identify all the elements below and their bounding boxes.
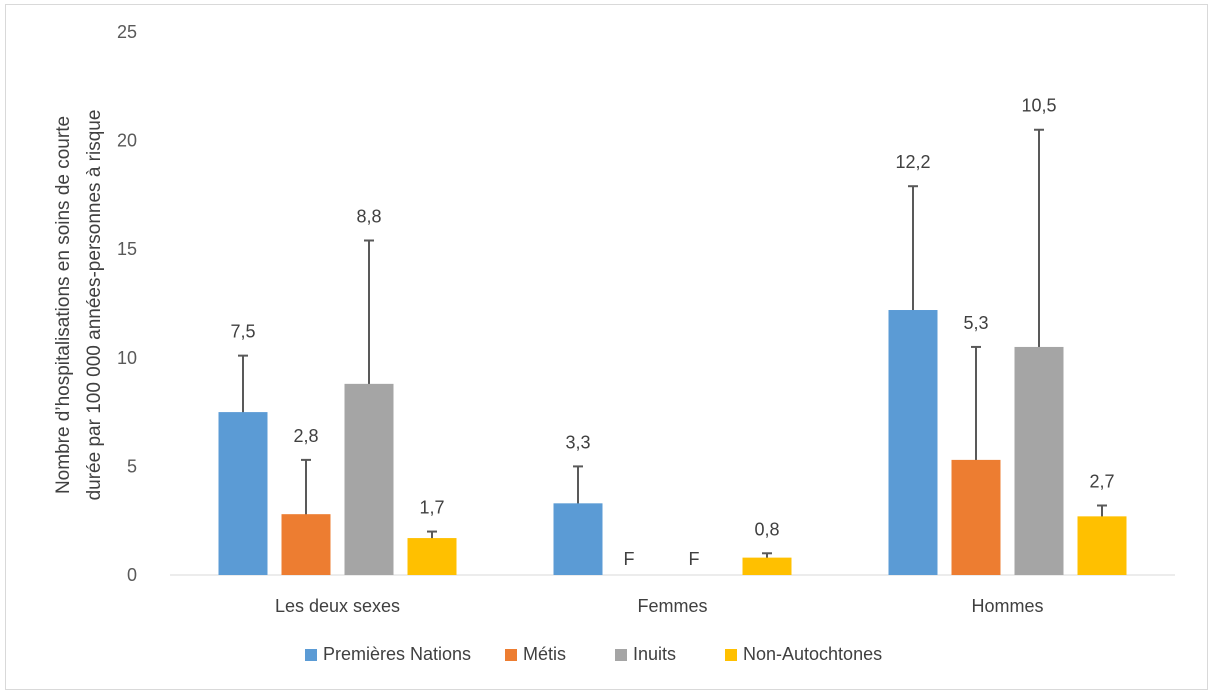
bar: [344, 383, 394, 575]
chart-frame: [5, 4, 1208, 690]
data-label: 2,8: [293, 426, 318, 446]
y-tick-label: 5: [127, 456, 137, 476]
legend-swatch: [305, 649, 317, 661]
legend-swatch: [615, 649, 627, 661]
data-labels: 7,5 2,8 8,8 1,7 3,3 F F 0,8 12,2 5,3 10,5 2,7: [230, 96, 1114, 569]
data-label: F: [689, 549, 700, 569]
data-label: F: [624, 549, 635, 569]
bar: [888, 310, 938, 575]
legend-label: Premières Nations: [323, 644, 471, 664]
y-tick-label: 25: [117, 22, 137, 42]
bar: [281, 514, 331, 575]
data-label: 0,8: [754, 519, 779, 539]
bar: [742, 557, 792, 575]
data-label: 5,3: [963, 313, 988, 333]
data-label: 1,7: [419, 498, 444, 518]
legend-swatch: [725, 649, 737, 661]
data-label: 2,7: [1089, 471, 1114, 491]
x-axis-categories: Les deux sexes Femmes Hommes: [275, 596, 1044, 616]
bar: [407, 538, 457, 575]
data-label: 10,5: [1021, 96, 1056, 116]
legend: Premières Nations Métis Inuits Non-Autochto…: [305, 644, 882, 664]
bar: [1077, 516, 1127, 575]
y-tick-label: 10: [117, 348, 137, 368]
bar: [1014, 346, 1064, 575]
data-label: 12,2: [895, 152, 930, 172]
y-tick-label: 20: [117, 131, 137, 151]
y-axis-ticks: 0 5 10 15 20 25: [117, 22, 137, 585]
x-category-label: Les deux sexes: [275, 596, 400, 616]
y-axis-label-line-2: durée par 100 000 années-personnes à ris…: [84, 110, 105, 501]
y-axis-label-line-1: Nombre d’hospitalisations en soins de co…: [53, 116, 74, 494]
data-label: 3,3: [565, 432, 590, 452]
legend-label: Inuits: [633, 644, 676, 664]
legend-label: Métis: [523, 644, 566, 664]
bar: [553, 503, 603, 575]
data-label: 8,8: [356, 207, 381, 227]
legend-swatch: [505, 649, 517, 661]
bar: [951, 459, 1001, 575]
x-category-label: Hommes: [971, 596, 1043, 616]
y-tick-label: 15: [117, 239, 137, 259]
x-category-label: Femmes: [637, 596, 707, 616]
bars: [218, 310, 1127, 575]
y-tick-label: 0: [127, 565, 137, 585]
data-label: 7,5: [230, 322, 255, 342]
legend-label: Non-Autochtones: [743, 644, 882, 664]
bar: [218, 412, 268, 575]
